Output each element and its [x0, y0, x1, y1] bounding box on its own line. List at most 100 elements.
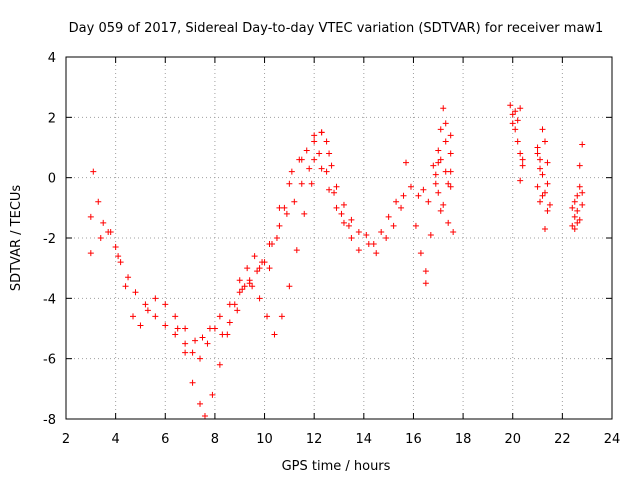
data-point — [447, 150, 454, 157]
data-point — [576, 216, 583, 223]
data-point — [579, 141, 586, 148]
data-point — [306, 165, 313, 172]
chart-title: Day 059 of 2017, Sidereal Day-to-day VTE… — [69, 21, 604, 36]
data-point — [450, 228, 457, 235]
y-tick-label: -2 — [43, 232, 56, 247]
data-point — [512, 108, 519, 115]
data-point — [435, 189, 442, 196]
data-point — [231, 301, 238, 308]
data-point — [246, 280, 253, 287]
x-tick-label: 6 — [161, 432, 169, 447]
y-tick-label: -8 — [43, 413, 56, 428]
data-point — [273, 235, 280, 241]
data-point — [278, 313, 285, 320]
y-tick-label: 4 — [48, 51, 56, 66]
data-point — [348, 235, 355, 241]
x-tick-label: 22 — [554, 432, 571, 447]
x-tick-label: 8 — [211, 432, 219, 447]
data-point — [333, 204, 340, 211]
data-point — [254, 268, 261, 275]
data-point — [517, 150, 524, 157]
x-tick-label: 24 — [604, 432, 621, 447]
data-point — [412, 222, 419, 229]
data-point — [534, 150, 541, 157]
data-point — [509, 120, 516, 127]
data-point — [87, 213, 94, 220]
data-point — [537, 165, 544, 172]
data-point — [236, 277, 243, 284]
data-point — [355, 228, 362, 235]
data-point — [296, 156, 303, 163]
data-point — [271, 331, 278, 338]
data-point — [442, 120, 449, 127]
data-point — [286, 180, 293, 187]
data-point — [276, 222, 283, 229]
y-tick-label: 2 — [48, 111, 56, 126]
data-point — [514, 117, 521, 124]
data-point — [383, 235, 390, 241]
data-point — [117, 259, 124, 266]
data-point — [340, 201, 347, 208]
data-point — [430, 162, 437, 169]
data-point — [435, 159, 442, 166]
series-track-i — [569, 141, 586, 232]
data-point — [435, 147, 442, 154]
data-point — [256, 265, 263, 272]
data-point — [199, 334, 206, 341]
data-point — [378, 228, 385, 235]
data-point — [425, 198, 432, 205]
data-point — [519, 156, 526, 163]
data-point — [326, 150, 333, 157]
data-point — [216, 313, 223, 320]
data-point — [162, 322, 169, 329]
data-point — [345, 222, 352, 229]
x-tick-label: 10 — [256, 432, 273, 447]
data-point — [403, 159, 410, 166]
data-point — [544, 180, 551, 187]
data-point — [539, 171, 546, 178]
data-point — [323, 138, 330, 145]
data-point — [107, 228, 114, 235]
data-point — [422, 280, 429, 287]
data-point — [517, 105, 524, 112]
data-point — [264, 313, 271, 320]
y-tick-label: -4 — [43, 292, 56, 307]
data-point — [192, 337, 199, 344]
x-tick-label: 18 — [455, 432, 472, 447]
data-point — [172, 313, 179, 320]
grid-lines — [66, 57, 612, 419]
data-point — [182, 349, 189, 356]
y-tick-label: 0 — [48, 172, 56, 187]
data-point — [407, 183, 414, 190]
data-point — [162, 301, 169, 308]
data-point — [571, 198, 578, 205]
data-point — [256, 295, 263, 302]
data-point — [298, 180, 305, 187]
data-point — [323, 168, 330, 175]
data-point — [236, 289, 243, 296]
data-point — [442, 138, 449, 145]
data-point — [189, 349, 196, 356]
data-point — [546, 201, 553, 208]
data-point — [514, 138, 521, 145]
data-point — [340, 219, 347, 226]
data-point — [115, 253, 122, 260]
data-point — [576, 162, 583, 169]
series-track-f — [435, 105, 454, 187]
data-point — [437, 126, 444, 133]
data-point — [427, 231, 434, 238]
data-point — [132, 289, 139, 296]
series-track-a — [87, 129, 407, 344]
series-track-g — [507, 102, 526, 184]
data-point — [316, 150, 323, 157]
data-point — [259, 259, 266, 266]
series-track-c — [174, 150, 352, 362]
data-point — [447, 132, 454, 139]
data-point — [331, 189, 338, 196]
data-point — [197, 355, 204, 362]
data-point — [338, 210, 345, 217]
data-point — [234, 307, 241, 314]
data-point — [445, 219, 452, 226]
data-point — [328, 162, 335, 169]
data-point — [87, 250, 94, 257]
